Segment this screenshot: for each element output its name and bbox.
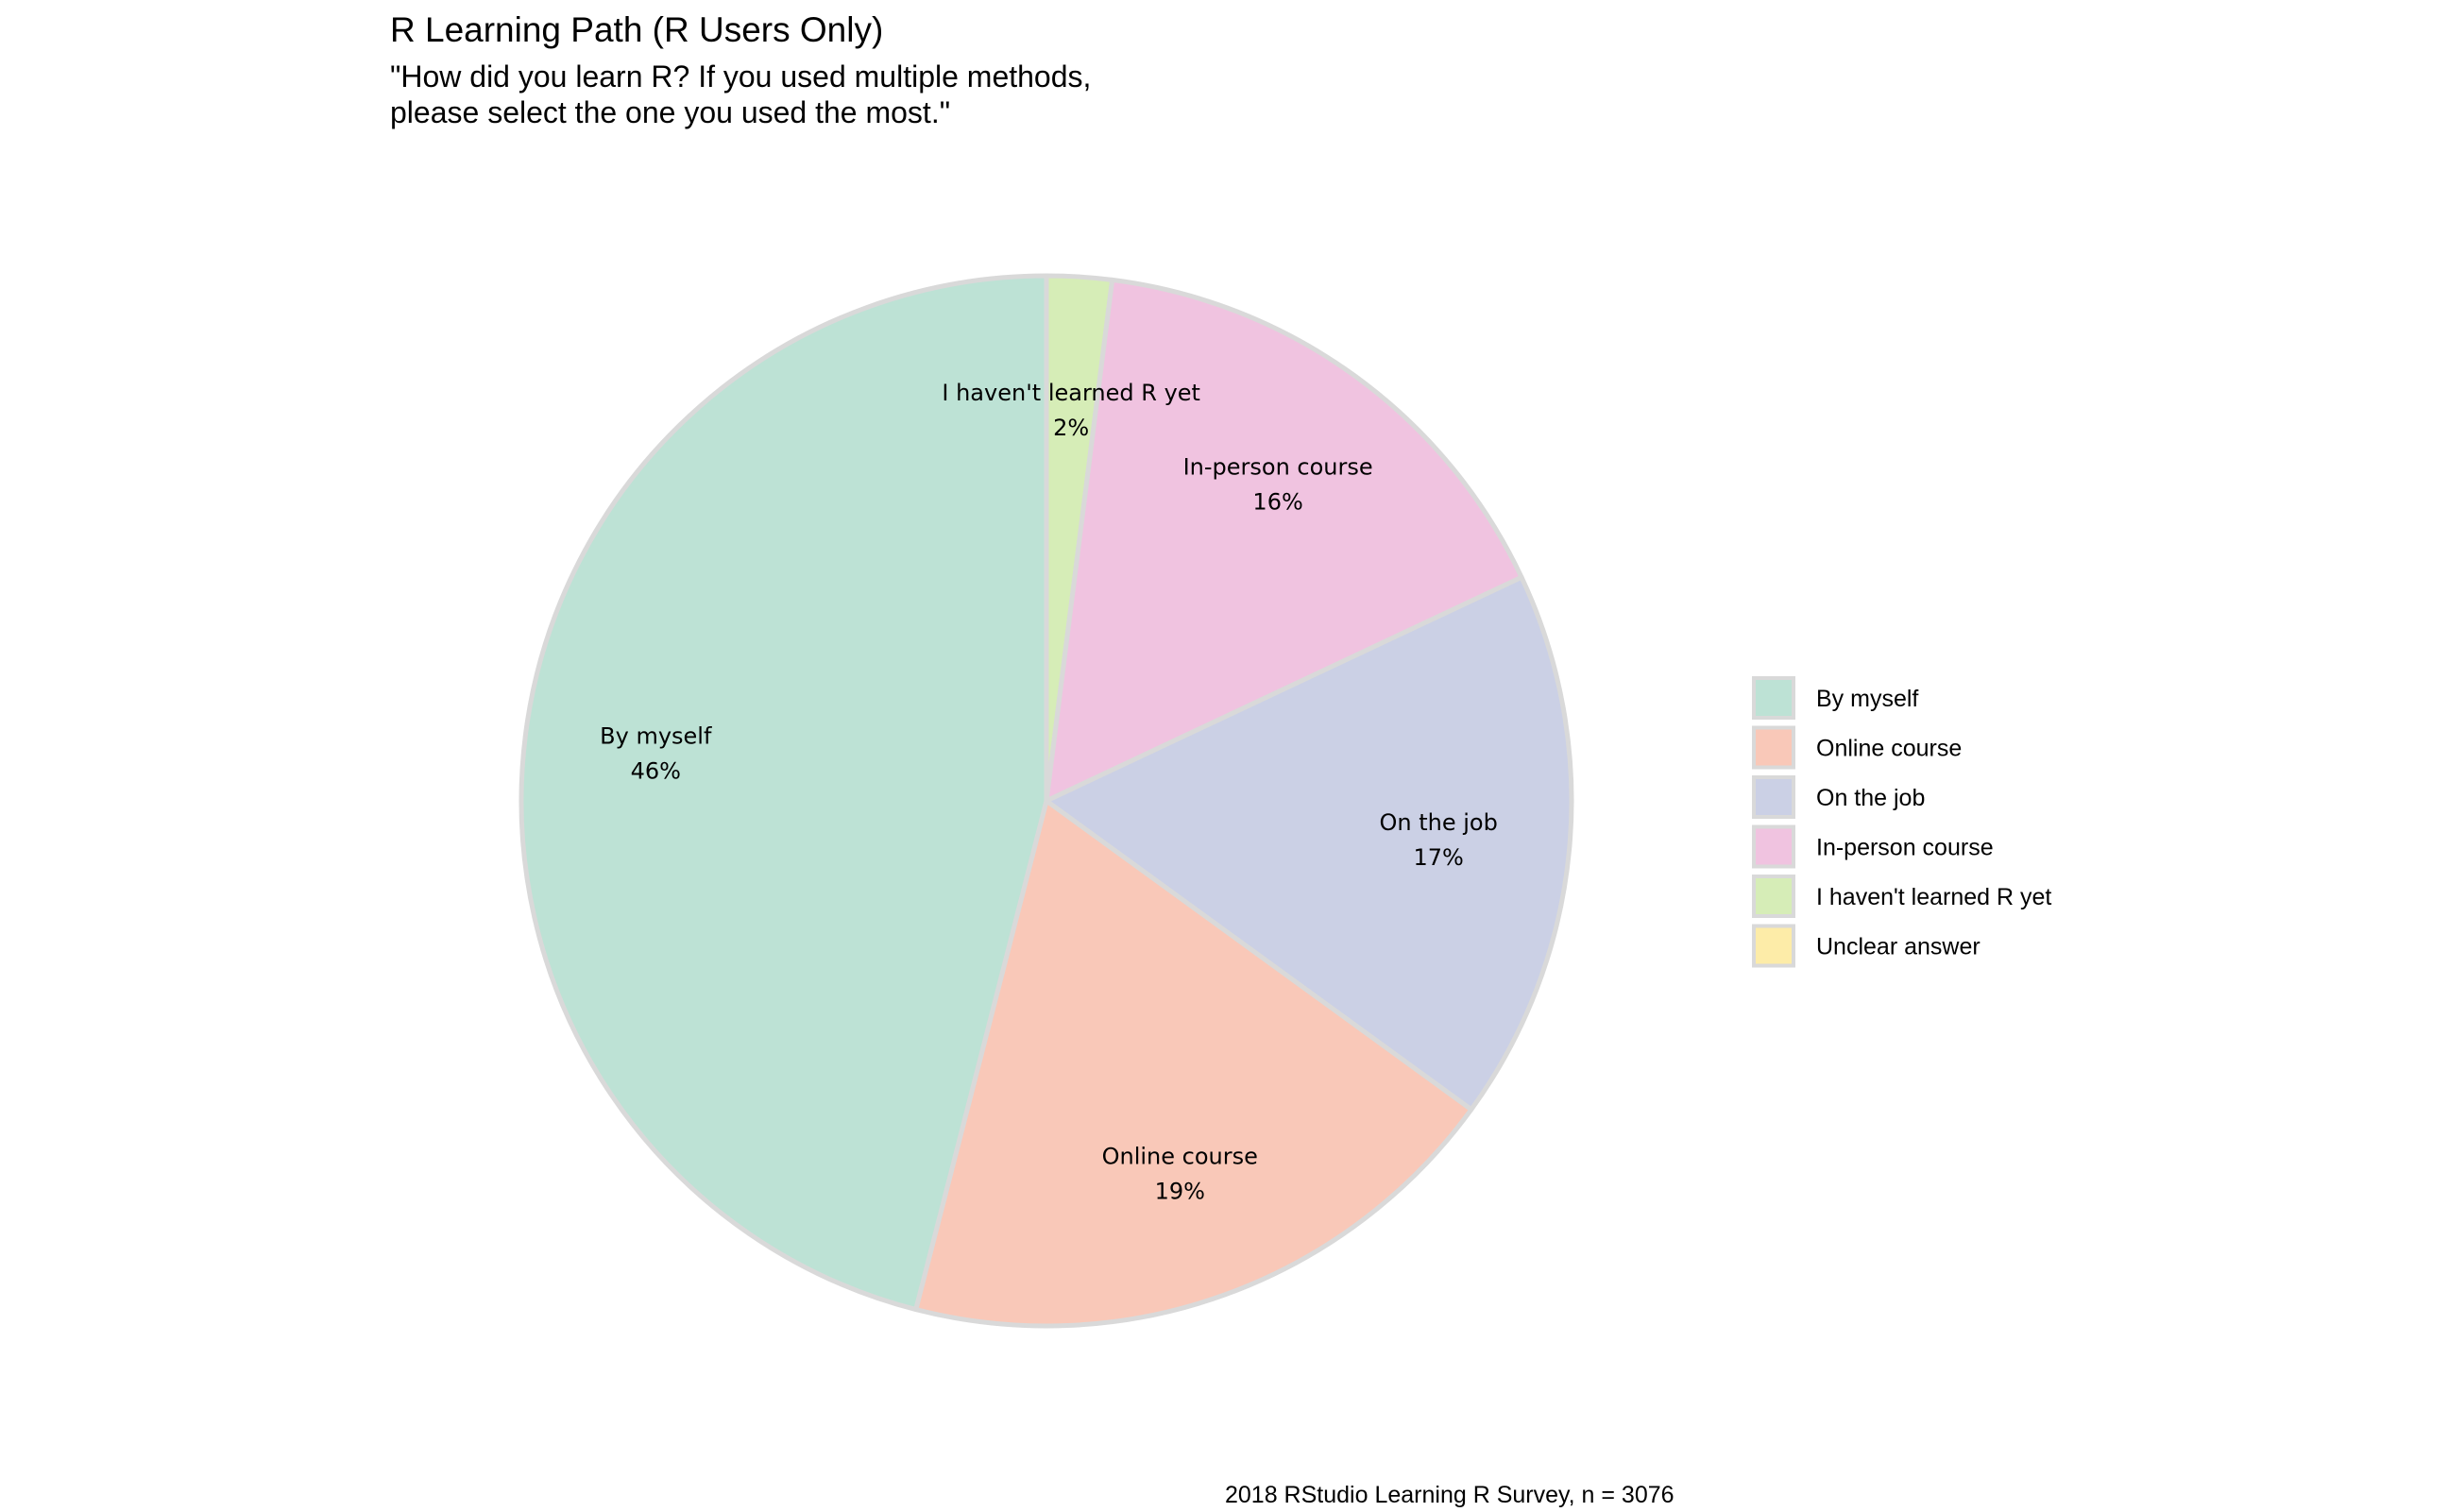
legend-label-by-myself: By myself — [1816, 686, 1918, 712]
pie-slice-in-person-course — [1044, 277, 1524, 804]
chart-caption: 2018 RStudio Learning R Survey, n = 3076 — [1225, 1482, 1674, 1508]
legend-label-in-person-course: In-person course — [1816, 835, 1994, 861]
legend-swatch-by-myself — [1752, 676, 1795, 720]
slice-value-in-person-course: 16% — [1252, 489, 1302, 516]
slice-label-by-myself: By myself — [600, 723, 712, 750]
legend: By myself Online course On the job In-perso… — [1752, 676, 2051, 968]
pie-labels: I haven't learned R yet 2% In-person cours… — [600, 380, 1498, 1205]
legend-label-online-course: Online course — [1816, 736, 1962, 762]
legend-swatch-online-course — [1752, 725, 1795, 770]
legend-swatch-in-person-course — [1752, 824, 1795, 869]
pie-slice-by-myself — [518, 273, 1049, 1313]
slice-label-in-person-course: In-person course — [1183, 454, 1373, 481]
legend-swatch-i-haven-t-learned-r-yet — [1752, 875, 1795, 918]
legend-label-unclear-answer: Unclear answer — [1816, 934, 1980, 960]
legend-swatch-unclear-answer — [1752, 924, 1795, 968]
slice-value-i-haven-t-learned-r-yet: 2% — [1053, 415, 1089, 441]
legend-label-on-the-job: On the job — [1816, 785, 1925, 811]
chart-subtitle-line-1: "How did you learn R? If you used multip… — [390, 59, 1091, 93]
slice-value-online-course: 19% — [1155, 1178, 1205, 1204]
chart-subtitle-line-2: please select the one you used the most.… — [390, 95, 950, 129]
slice-label-on-the-job: On the job — [1379, 809, 1497, 836]
slice-value-by-myself: 46% — [631, 758, 681, 785]
pie-slice-on-the-job — [1044, 574, 1574, 1113]
pie-slices — [518, 273, 1574, 1329]
slice-label-online-course: Online course — [1102, 1143, 1258, 1169]
legend-label-i-haven-t-learned-r-yet: I haven't learned R yet — [1816, 884, 2051, 910]
chart-title: R Learning Path (R Users Only) — [390, 10, 883, 49]
pie-slice-online-course — [913, 798, 1474, 1329]
slice-value-on-the-job: 17% — [1413, 844, 1463, 871]
slice-label-i-haven-t-learned-r-yet: I haven't learned R yet — [942, 380, 1200, 406]
legend-swatch-on-the-job — [1752, 775, 1795, 819]
